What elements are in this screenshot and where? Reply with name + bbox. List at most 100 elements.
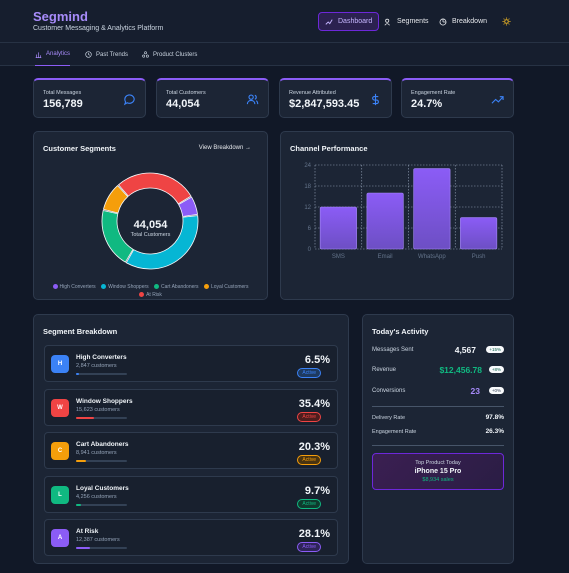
delivery-rate-value: 97.8% (485, 414, 504, 421)
channel-bar-chart: 0 6 12 18 24 SMS Email WhatsApp Push (304, 163, 503, 260)
donut-slice[interactable] (102, 185, 129, 214)
messages-change-badge: +15% (486, 346, 504, 353)
donut-center-label: Total Customers (130, 232, 171, 238)
customer-segments-panel: Customer Segments View Breakdown → 44,05… (33, 131, 268, 300)
panel-title: Today's Activity (372, 327, 429, 336)
users-icon (246, 94, 259, 105)
segment-row[interactable]: L Loyal Customers 4,256 customers 9.7% Activ… (44, 475, 338, 513)
legend-item: High Converters (52, 283, 96, 291)
segment-percentage: 20.3% (298, 441, 330, 453)
legend-label: Cart Abandoners (161, 284, 199, 290)
divider (372, 445, 504, 446)
segment-row[interactable]: H High Converters 2,847 customers 6.5% Activ… (44, 345, 338, 382)
legend-item: At Risk (139, 291, 162, 299)
stat-value: 24.7% (411, 98, 443, 110)
bar[interactable] (366, 192, 404, 250)
segment-progress-bar (76, 547, 127, 549)
segment-count: 15,623 customers (76, 406, 120, 413)
donut-slice[interactable] (101, 210, 134, 263)
segment-breakdown-panel: Segment Breakdown H High Converters 2,847 … (33, 314, 349, 564)
y-tick-label: 0 (308, 247, 312, 253)
dollar-icon (372, 93, 379, 106)
segment-percentage: 28.1% (298, 528, 330, 540)
segment-row[interactable]: W Window Shoppers 15,623 customers 35.4% Act… (44, 388, 338, 426)
legend-label: Window Shoppers (108, 284, 149, 290)
segment-progress-bar (76, 373, 127, 375)
segment-progress-bar (76, 416, 127, 419)
stat-card-revenue: Revenue Attributed $2,847,593.45 (279, 78, 392, 118)
messages-sent-label: Messages Sent (372, 347, 414, 353)
segment-count: 4,256 customers (76, 493, 117, 500)
trend-up-icon (491, 96, 504, 104)
tab-analytics[interactable]: Analytics (35, 43, 71, 66)
channel-performance-panel: Channel Performance 0 6 12 18 24 SMS Email What… (280, 131, 514, 300)
clock-icon (85, 51, 92, 58)
segment-percentage: 6.5% (304, 354, 330, 366)
bar[interactable] (413, 168, 451, 250)
legend-item: Cart Abandoners (154, 283, 199, 291)
segment-progress-fill (76, 373, 80, 375)
trend-icon (325, 18, 333, 25)
sub-navigation: Analytics Past Trends Product Clusters (0, 43, 569, 66)
cluster-icon (142, 51, 149, 58)
top-product-label: Top Product Today (415, 460, 461, 466)
segment-row[interactable]: C Cart Abandoners 8,941 customers 20.3% Acti… (44, 432, 338, 469)
stat-card-customers: Total Customers 44,054 (156, 78, 269, 118)
stat-value: 156,789 (43, 98, 83, 110)
theme-toggle-button[interactable] (496, 12, 517, 31)
segment-status-badge: Active (297, 542, 321, 552)
top-product-card[interactable]: Top Product Today iPhone 15 Pro $8,934 s… (372, 453, 504, 490)
tab-past-trends-label: Past Trends (96, 51, 129, 58)
tab-past-trends[interactable]: Past Trends (85, 43, 128, 66)
segment-name: Loyal Customers (76, 484, 129, 492)
y-tick-label: 18 (304, 184, 311, 190)
legend-label: High Converters (59, 284, 96, 290)
conversions-label: Conversions (372, 388, 406, 394)
segment-progress-fill (76, 460, 87, 462)
conversions-change-badge: +0% (488, 387, 504, 394)
nav-breakdown-label: Breakdown (452, 18, 488, 25)
donut-slice[interactable] (125, 215, 199, 270)
stat-card-messages: Total Messages 156,789 (33, 78, 146, 118)
segment-avatar: A (51, 529, 69, 547)
y-tick-label: 24 (304, 163, 311, 169)
brand-subtitle: Customer Messaging & Analytics Platform (33, 25, 164, 32)
stat-card-engagement: Engagement Rate 24.7% (401, 78, 514, 118)
bar[interactable] (319, 206, 357, 250)
segment-percentage: 9.7% (304, 484, 330, 497)
nav-segments[interactable]: Segments (378, 12, 435, 31)
segment-progress-bar (76, 460, 127, 462)
stat-value: $2,847,593.45 (289, 98, 360, 110)
revenue-value: $12,456.78 (439, 365, 482, 375)
pie-icon (439, 18, 447, 25)
nav-breakdown[interactable]: Breakdown (433, 12, 493, 31)
bar[interactable] (460, 217, 498, 250)
segment-avatar: H (51, 355, 69, 373)
segment-percentage: 35.4% (298, 397, 330, 410)
segment-name: Cart Abandoners (76, 441, 129, 448)
stat-label: Engagement Rate (411, 90, 456, 96)
nav-dashboard-label: Dashboard (338, 18, 373, 25)
divider (372, 406, 504, 407)
legend-item: Window Shoppers (101, 283, 149, 291)
x-tick-label: Push (472, 254, 486, 260)
engagement-rate-label: Engagement Rate (372, 429, 417, 435)
segment-progress-bar (76, 503, 127, 506)
delivery-rate-label: Delivery Rate (372, 415, 406, 421)
segment-count: 2,847 customers (76, 363, 117, 369)
stat-label: Total Customers (166, 90, 206, 96)
segment-status-badge: Active (297, 411, 321, 422)
view-breakdown-link[interactable]: View Breakdown → (198, 145, 251, 151)
segment-name: Window Shoppers (76, 397, 133, 405)
donut-slice[interactable] (178, 196, 198, 217)
segment-count: 12,387 customers (76, 537, 120, 543)
brand-logo[interactable]: Segmind (33, 9, 88, 24)
panel-title: Customer Segments (43, 144, 116, 153)
segment-row[interactable]: A At Risk 12,387 customers 28.1% Active (44, 519, 338, 556)
revenue-change-badge: +8% (488, 366, 504, 373)
tab-product-clusters[interactable]: Product Clusters (142, 43, 197, 66)
chat-bubble-icon (123, 94, 135, 106)
nav-dashboard[interactable]: Dashboard (318, 12, 380, 31)
donut-slice[interactable] (117, 172, 192, 205)
messages-sent-value: 4,567 (454, 345, 476, 355)
